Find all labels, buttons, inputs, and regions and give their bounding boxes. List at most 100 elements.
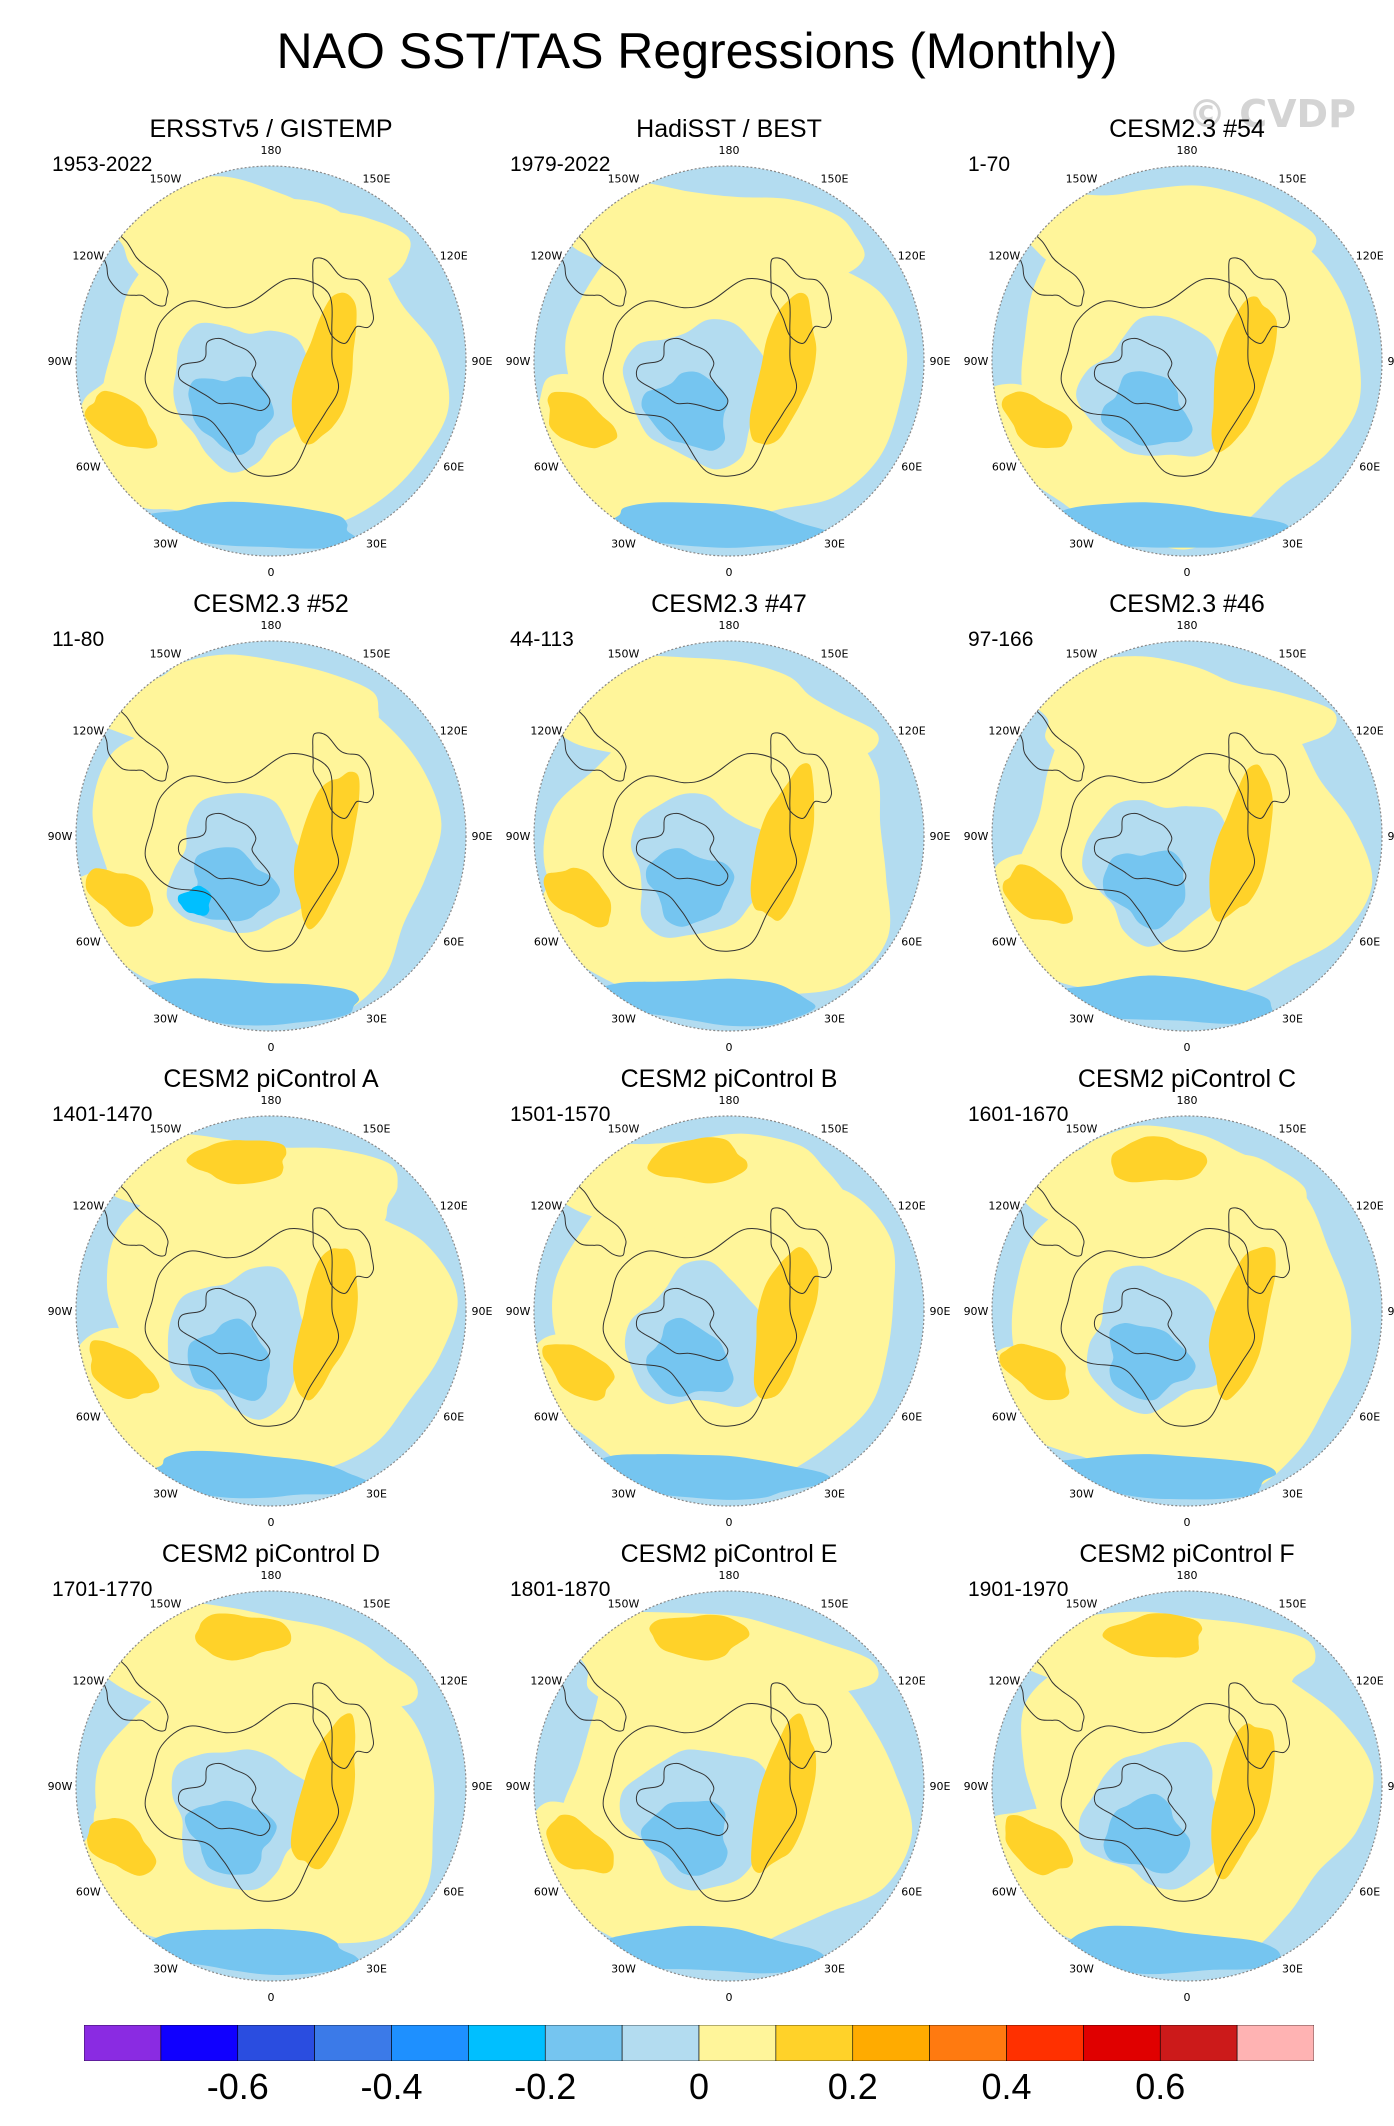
longitude-label: 60W [992, 936, 1017, 949]
map-border [75, 640, 467, 1032]
panel-year-range: 44-113 [510, 628, 574, 651]
longitude-label: 30E [366, 538, 387, 551]
longitude-label: 90E [472, 1305, 493, 1318]
cool-region [1103, 1793, 1191, 1874]
colorbar-swatch [160, 2025, 239, 2061]
warm-anomaly [647, 1137, 748, 1184]
panel-title: CESM2.3 #54 [1109, 115, 1265, 143]
map-panel: ERSSTv5 / GISTEMP 1953-2022 180 150E 120E 90E… [42, 115, 500, 585]
longitude-label: 180 [1177, 144, 1198, 157]
panel-year-range: 1401-1470 [52, 1103, 153, 1126]
longitude-label: 150E [363, 647, 391, 660]
longitude-label: 180 [719, 144, 740, 157]
longitude-label: 150W [150, 1597, 182, 1610]
warm-anomaly [999, 1343, 1070, 1401]
warm-anomaly [649, 1614, 750, 1661]
panel-title: CESM2.3 #47 [651, 590, 807, 618]
longitude-label: 30W [1069, 1488, 1094, 1501]
colorbar-tick-label: 0.4 [981, 2066, 1032, 2107]
map-panel: CESM2 piControl F 1901-1970 180 150E 120E 90E… [958, 1540, 1394, 2010]
map-panel: CESM2 piControl E 1801-1870 180 150E 120E 90E… [500, 1540, 958, 2010]
colorbar-swatch [84, 2025, 162, 2061]
longitude-label: 0 [1184, 1991, 1191, 2004]
longitude-label: 30E [824, 538, 845, 551]
cool-region [1060, 1925, 1281, 1975]
longitude-label: 30E [824, 1013, 845, 1026]
longitude-label: 150W [608, 1597, 640, 1610]
longitude-label: 180 [261, 619, 282, 632]
longitude-label: 60E [1359, 1411, 1380, 1424]
longitude-label: 120W [72, 1200, 104, 1213]
warm-anomaly [87, 1818, 157, 1876]
panel-title: ERSSTv5 / GISTEMP [149, 115, 393, 143]
warm-anomaly [291, 292, 357, 445]
panel-title: HadiSST / BEST [636, 115, 822, 143]
longitude-label: 90W [964, 1780, 989, 1793]
longitude-label: 0 [268, 1991, 275, 2004]
panel-year-range: 1-70 [968, 153, 1011, 176]
cvdp-watermark: © CVDP [1188, 92, 1356, 136]
cool-region [184, 1800, 277, 1875]
panel-year-range: 1979-2022 [510, 153, 611, 176]
colorbar-swatch [237, 2025, 315, 2061]
cool-region [142, 1450, 372, 1499]
longitude-label: 60E [901, 461, 922, 474]
cool-region [188, 376, 274, 456]
longitude-label: 120E [898, 1675, 926, 1688]
warm-anomaly [186, 1140, 287, 1185]
polar-map: 180 150E 120E 90E 60E 30E 0 30W 60W 90W 120W 150W [964, 1094, 1394, 1529]
longitude-label: 120W [988, 250, 1020, 263]
longitude-label: 30W [611, 538, 636, 551]
colorbar-swatch [468, 2025, 546, 2061]
longitude-label: 60W [76, 936, 101, 949]
longitude-label: 60W [534, 1411, 559, 1424]
longitude-label: 0 [726, 1991, 733, 2004]
longitude-label: 90E [930, 1305, 951, 1318]
cool-region [177, 885, 212, 916]
warm-anomaly [543, 867, 612, 928]
longitude-label: 30E [824, 1488, 845, 1501]
longitude-label: 90E [472, 355, 493, 368]
longitude-label: 120E [440, 1200, 468, 1213]
longitude-label: 120E [898, 725, 926, 738]
longitude-label: 150W [608, 1122, 640, 1135]
colorbar-swatch [1159, 2025, 1238, 2061]
longitude-label: 120E [898, 1200, 926, 1213]
longitude-label: 150W [608, 172, 640, 185]
map-border [533, 165, 925, 557]
longitude-label: 120W [530, 1200, 562, 1213]
map-panel: HadiSST / BEST 1979-2022 180 150E 120E 90E 60E… [500, 115, 958, 585]
cool-region [645, 848, 735, 927]
longitude-label: 150W [150, 1122, 182, 1135]
longitude-label: 120W [988, 1675, 1020, 1688]
longitude-label: 150W [1066, 647, 1098, 660]
coastlines [98, 1654, 375, 1902]
longitude-label: 30E [824, 1963, 845, 1976]
longitude-label: 150E [821, 172, 849, 185]
warm-region [1018, 656, 1337, 771]
cool-region [603, 1925, 825, 1974]
colorbar-tick-label: -0.4 [360, 2066, 423, 2107]
warm-anomaly [547, 391, 618, 449]
colorbar-swatch [1083, 2025, 1161, 2061]
polar-map: 180 150E 120E 90E 60E 30E 0 30W 60W 90W 120W 150W [506, 144, 951, 579]
longitude-label: 150W [1066, 172, 1098, 185]
longitude-label: 60E [1359, 936, 1380, 949]
longitude-label: 30E [366, 1963, 387, 1976]
warm-region [994, 1611, 1316, 1726]
longitude-label: 90W [506, 1780, 531, 1793]
warm-anomaly [195, 1613, 292, 1661]
warm-region [555, 1611, 879, 1727]
longitude-label: 30E [1282, 1013, 1303, 1026]
panel-title: CESM2 piControl D [161, 1540, 381, 1568]
polar-map: 180 150E 120E 90E 60E 30E 0 30W 60W 90W 120W 150W [48, 619, 493, 1054]
panel-year-range: 1501-1570 [510, 1103, 611, 1126]
warm-region [79, 654, 398, 773]
cool-region [187, 1318, 270, 1401]
longitude-label: 120W [530, 1675, 562, 1688]
longitude-label: 90W [506, 355, 531, 368]
warm-anomaly [753, 1247, 819, 1400]
longitude-label: 180 [261, 1094, 282, 1107]
warm-anomaly [290, 1713, 356, 1870]
longitude-label: 150E [1279, 1122, 1307, 1135]
